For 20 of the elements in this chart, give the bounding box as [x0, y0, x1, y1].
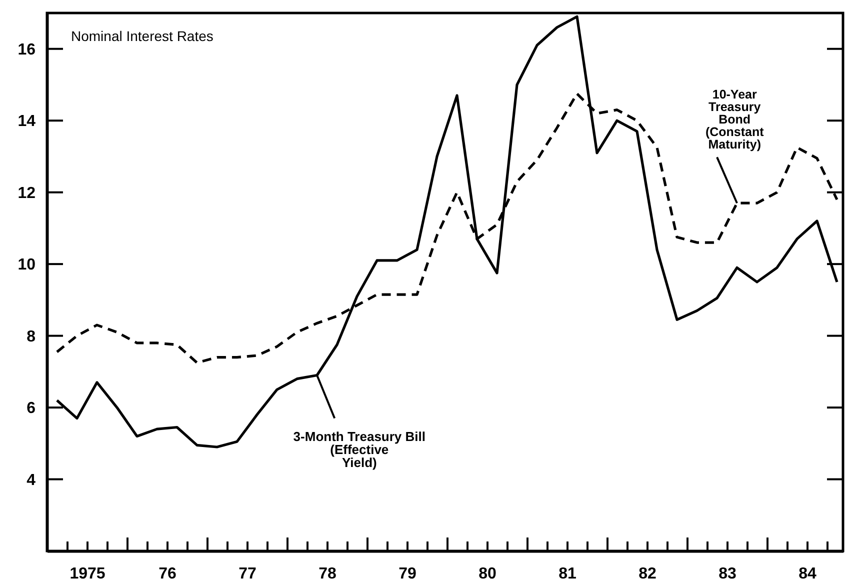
x-tick-label: 84 [798, 566, 816, 582]
y-tick-label: 12 [18, 184, 36, 202]
text: Nominal Interest Rates [71, 28, 214, 44]
y-tick-label: 10 [18, 256, 36, 274]
y-tick-label: 6 [26, 400, 36, 418]
y-tick-label: 16 [18, 41, 36, 58]
y-tick-label: 14 [18, 113, 36, 130]
y-tick-label: 8 [26, 328, 36, 346]
x-tick-label: 81 [558, 566, 576, 582]
x-tick-label: 78 [318, 566, 336, 582]
x-tick-label: 80 [478, 566, 496, 582]
x-tick-label: 77 [238, 566, 256, 582]
x-tick-label: 79 [398, 566, 416, 582]
text: 3-Month Treasury Bill (Effective Yield) [293, 428, 426, 470]
x-tick-label: 1975 [70, 566, 106, 582]
y-tick-label: 4 [26, 472, 36, 489]
x-tick-label: 76 [158, 566, 176, 582]
x-tick-label: 83 [718, 566, 736, 582]
text: 10-Year Treasury Bond (Constant Maturity) [705, 87, 765, 152]
x-tick-label: 82 [638, 566, 656, 582]
